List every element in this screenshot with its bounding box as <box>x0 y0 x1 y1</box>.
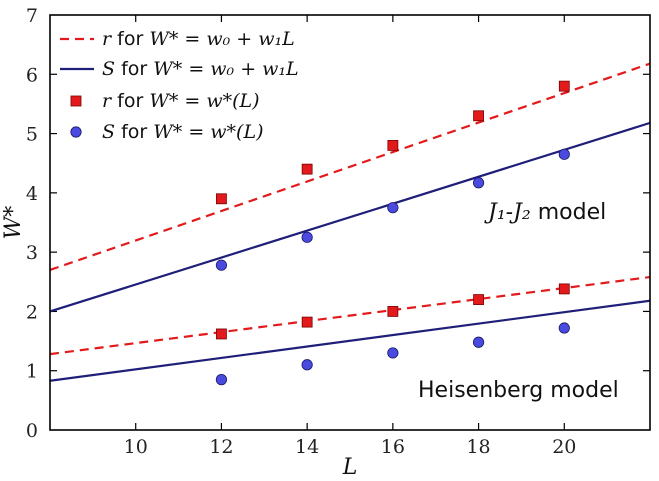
legend-swatch-circle <box>70 126 82 138</box>
point-s-j1-j2 <box>558 148 570 160</box>
fit-line-r-heisenberg <box>50 275 650 356</box>
x-tick-label: 20 <box>552 436 576 458</box>
point-r-heisenberg <box>216 328 227 340</box>
legend-symbol: r <box>102 90 113 112</box>
point-r-heisenberg <box>387 306 399 317</box>
legend-label: S for W* = w₀ + w₁L <box>102 58 299 80</box>
y-tick-label: 3 <box>26 242 38 264</box>
y-tick-label: 1 <box>26 361 38 383</box>
fit-line-S-j1-j2 <box>50 121 650 313</box>
point-s-heisenberg <box>387 347 399 359</box>
legend-text: for <box>115 121 153 143</box>
x-tick-label: 12 <box>209 436 233 458</box>
point-r-heisenberg <box>473 294 484 305</box>
data-markers <box>215 80 570 386</box>
annotation-heisenberg-model: Heisenberg model <box>418 378 619 403</box>
point-r-heisenberg <box>301 316 313 328</box>
y-axis-label: W* <box>1 206 26 240</box>
point-r-j1-j2 <box>473 110 484 122</box>
point-r-heisenberg <box>558 283 570 295</box>
x-tick-label: 10 <box>124 436 148 458</box>
legend-symbol: S <box>102 121 115 143</box>
legend-text: for <box>111 28 149 50</box>
legend-swatch-square <box>70 95 82 107</box>
point-s-j1-j2 <box>387 202 399 214</box>
legend-entry: r for W* = w*(L) <box>70 90 260 112</box>
legend-entry: r for W* = w₀ + w₁L <box>60 28 295 50</box>
legend-symbol: r <box>102 28 113 50</box>
y-tick-label: 2 <box>26 301 38 323</box>
fit-line-r-j1-j2 <box>50 62 650 271</box>
legend-symbol: S <box>102 58 115 80</box>
legend-text: for <box>115 58 153 80</box>
legend-formula: W* = w*(L) <box>153 121 263 143</box>
x-tick-label: 14 <box>295 436 319 458</box>
point-r-j1-j2 <box>387 140 399 151</box>
legend-entry: S for W* = w*(L) <box>70 121 263 143</box>
point-s-heisenberg <box>558 322 570 334</box>
legend-formula: W* = w*(L) <box>149 90 259 112</box>
point-s-j1-j2 <box>472 177 485 189</box>
legend-label: S for W* = w*(L) <box>102 121 263 143</box>
y-tick-label: 7 <box>26 5 38 27</box>
y-tick-label: 5 <box>26 124 38 146</box>
point-s-heisenberg <box>215 374 228 386</box>
point-r-j1-j2 <box>301 163 313 175</box>
annotation-j1j2-model: J₁-J₂ model <box>484 200 606 225</box>
x-tick-label: 18 <box>466 436 490 458</box>
plot-frame <box>49 14 651 431</box>
axis-ticks <box>50 15 650 430</box>
legend-formula: W* = w₀ + w₁L <box>149 28 294 50</box>
point-s-j1-j2 <box>301 231 313 243</box>
legend-label: r for W* = w₀ + w₁L <box>102 28 295 50</box>
annotation-text: model <box>531 200 607 225</box>
point-r-j1-j2 <box>216 193 227 205</box>
y-tick-label: 6 <box>26 64 38 86</box>
fit-line-S-heisenberg <box>50 299 650 382</box>
x-tick-label: 16 <box>381 436 405 458</box>
legend-label: r for W* = w*(L) <box>102 90 260 112</box>
legend-formula: W* = w₀ + w₁L <box>153 58 298 80</box>
fit-lines <box>50 62 650 382</box>
legend-text: for <box>111 90 149 112</box>
point-s-heisenberg <box>472 336 485 348</box>
point-s-j1-j2 <box>215 259 228 271</box>
y-tick-label: 0 <box>26 420 38 442</box>
legend-entry: S for W* = w₀ + w₁L <box>60 58 299 80</box>
point-s-heisenberg <box>301 359 313 371</box>
y-tick-label: 4 <box>26 183 38 205</box>
point-r-j1-j2 <box>558 80 570 92</box>
x-axis-label: L <box>342 455 358 480</box>
annotation-math: J₁-J₂ <box>484 200 531 225</box>
